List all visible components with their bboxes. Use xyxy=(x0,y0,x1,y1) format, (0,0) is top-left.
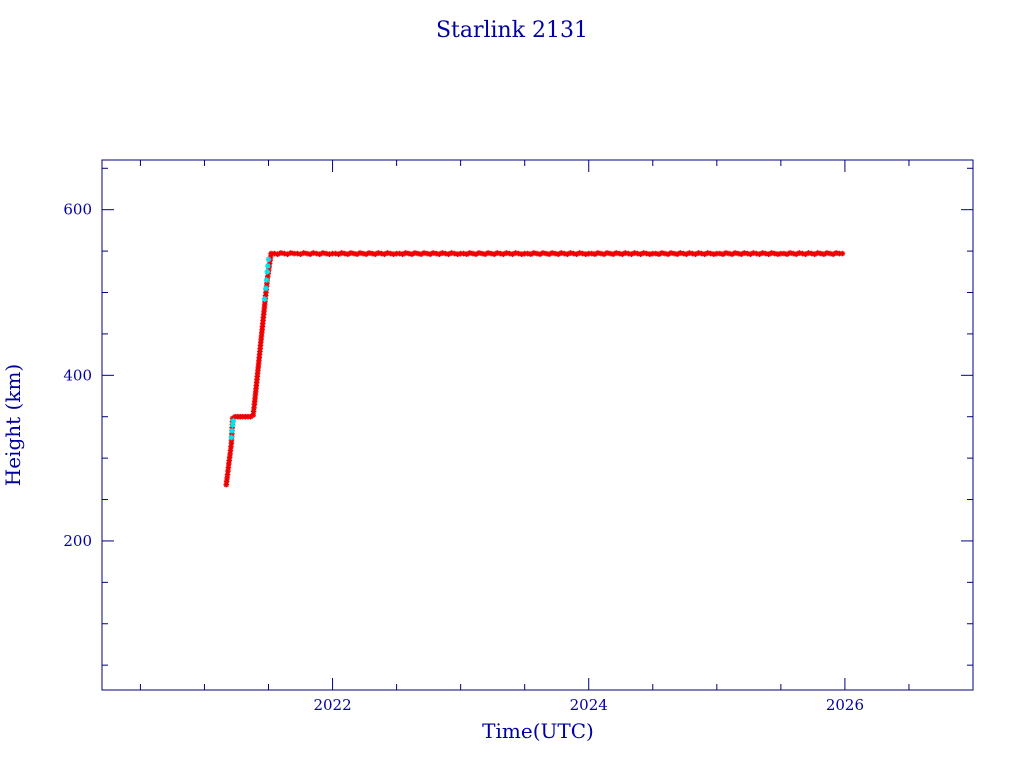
data-point xyxy=(229,422,236,428)
data-point xyxy=(839,250,846,257)
y-tick-label: 200 xyxy=(63,532,92,550)
data-point xyxy=(226,457,233,464)
data-point xyxy=(488,250,494,257)
data-point xyxy=(261,296,268,302)
data-point xyxy=(680,250,687,257)
chart-title: Starlink 2131 xyxy=(436,18,588,43)
data-point xyxy=(263,285,269,292)
data-point xyxy=(811,251,818,257)
data-point xyxy=(230,418,237,424)
data-point xyxy=(802,251,809,257)
data-point xyxy=(227,447,234,454)
data-point xyxy=(671,250,677,257)
x-tick-label: 2026 xyxy=(826,696,864,714)
plot-frame xyxy=(101,159,974,691)
x-axis-title: Time(UTC) xyxy=(482,719,594,743)
data-point xyxy=(265,256,272,263)
x-tick-label: 2024 xyxy=(570,696,608,714)
y-axis-title: Height (km) xyxy=(1,364,25,486)
data-points xyxy=(223,250,846,488)
y-tick-label: 600 xyxy=(63,201,92,219)
data-point xyxy=(264,268,271,275)
data-point xyxy=(226,454,233,461)
data-point xyxy=(775,251,781,257)
data-point xyxy=(263,277,270,283)
axis-ticks: 2022 2024 2026 200 400 600 xyxy=(63,160,974,714)
y-tick-label: 400 xyxy=(63,366,92,384)
x-tick-label: 2022 xyxy=(313,696,351,714)
data-point xyxy=(228,434,235,441)
data-point xyxy=(265,263,271,269)
data-point xyxy=(227,451,233,457)
data-point xyxy=(229,427,235,434)
